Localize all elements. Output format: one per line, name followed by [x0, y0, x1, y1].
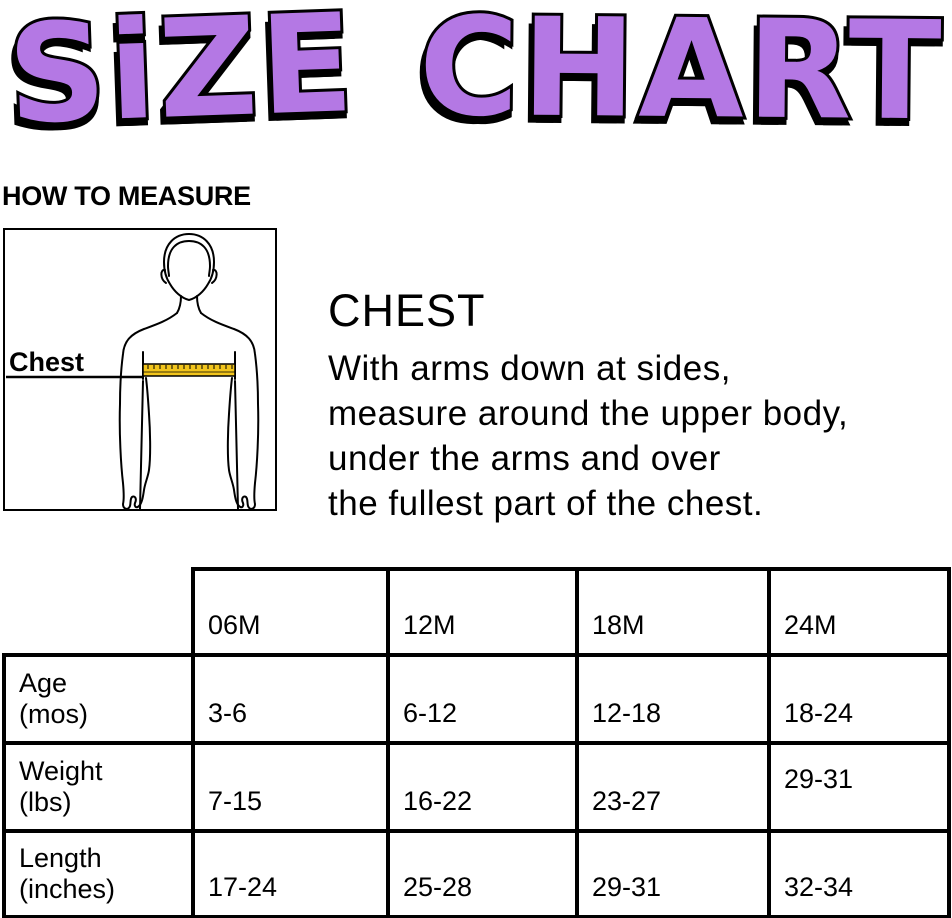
- chest-line-2: measure around the upper body,: [328, 393, 849, 433]
- header-06m: 06M: [191, 567, 390, 657]
- measurement-figure: Chest: [3, 228, 277, 511]
- row-label-text: Weight: [19, 756, 103, 786]
- header-blank-cell: [4, 569, 193, 655]
- hairline: [167, 240, 211, 277]
- tape-ticks: [147, 365, 233, 369]
- how-to-measure-heading: HOW TO MEASURE: [2, 181, 251, 211]
- cell-length-06m: 17-24: [191, 829, 390, 918]
- size-chart-table: 06M 12M 18M 24M Age (mos) 3-6 6-12 12-18…: [2, 567, 951, 918]
- cell-age-18m: 12-18: [575, 653, 771, 745]
- cell-weight-24m: 29-31: [767, 741, 951, 833]
- chest-figure-label: Chest: [9, 347, 84, 377]
- row-label-length: Length (inches): [2, 829, 195, 918]
- row-label-text: Length: [19, 843, 102, 873]
- table-row-length: Length (inches) 17-24 25-28 29-31 32-34: [2, 829, 951, 918]
- cell-weight-18m: 23-27: [575, 741, 771, 833]
- title-word-chart: CHART: [415, 0, 948, 154]
- header-24m: 24M: [767, 567, 951, 657]
- cell-length-12m: 25-28: [386, 829, 579, 918]
- row-label-weight: Weight (lbs): [2, 741, 195, 833]
- cell-age-12m: 6-12: [386, 653, 579, 745]
- cell-age-06m: 3-6: [191, 653, 390, 745]
- table-row-weight: Weight (lbs) 7-15 16-22 23-27 29-31: [2, 741, 951, 833]
- title-word-size: SiZE: [2, 0, 361, 158]
- measuring-tape: [142, 363, 236, 377]
- cell-weight-12m: 16-22: [386, 741, 579, 833]
- table-row-age: Age (mos) 3-6 6-12 12-18 18-24: [2, 653, 951, 745]
- chest-line-1: With arms down at sides,: [328, 348, 731, 388]
- table-header-row: 06M 12M 18M 24M: [4, 567, 951, 657]
- row-label-unit: (inches): [19, 874, 116, 904]
- cell-weight-06m: 7-15: [191, 741, 390, 833]
- chest-line-4: the fullest part of the chest.: [328, 483, 764, 523]
- cell-age-24m: 18-24: [767, 653, 951, 745]
- head-outline: [163, 233, 215, 301]
- chest-line-3: under the arms and over: [328, 438, 721, 478]
- row-label-unit: (lbs): [19, 787, 72, 817]
- row-label-unit: (mos): [19, 699, 88, 729]
- cell-length-18m: 29-31: [575, 829, 771, 918]
- cell-length-24m: 32-34: [767, 829, 951, 918]
- chest-heading: CHEST: [328, 285, 486, 336]
- header-12m: 12M: [386, 567, 579, 657]
- chest-description: CHEST With arms down at sides, measure a…: [328, 286, 848, 526]
- body-diagram: Chest: [3, 228, 277, 511]
- row-label-age: Age (mos): [2, 653, 195, 745]
- page-title: SiZE CHART: [0, 0, 952, 158]
- header-18m: 18M: [575, 567, 771, 657]
- row-label-text: Age: [19, 668, 68, 698]
